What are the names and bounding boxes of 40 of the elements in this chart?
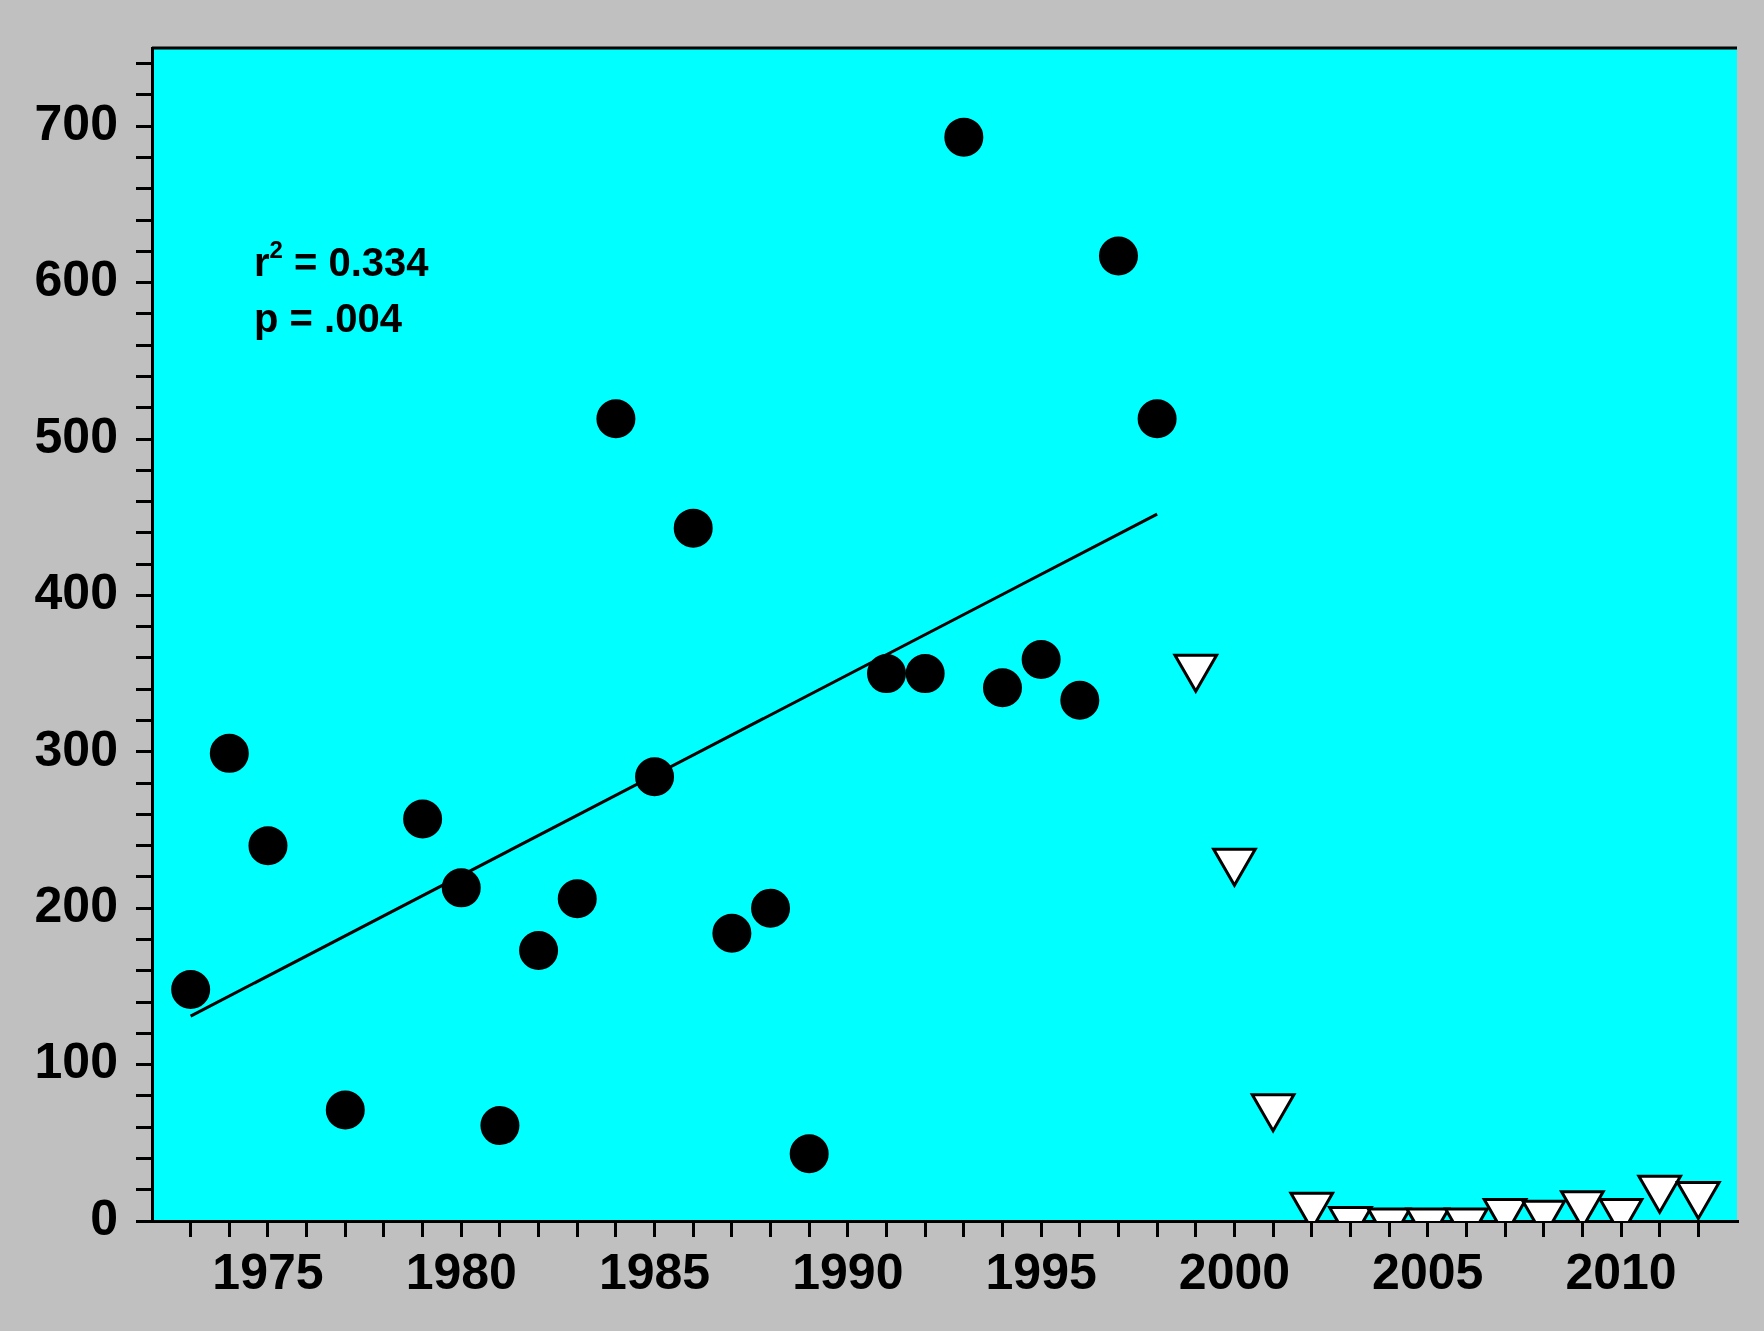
point — [519, 930, 559, 970]
point — [1060, 680, 1100, 720]
x-tick-label: 1995 — [985, 1243, 1097, 1300]
x-tick-label: 1975 — [212, 1243, 324, 1300]
point — [557, 879, 597, 919]
point — [712, 913, 752, 953]
point — [1021, 640, 1061, 680]
point — [403, 799, 443, 839]
y-tick-label: 200 — [34, 876, 118, 933]
point — [441, 868, 481, 908]
point — [596, 399, 636, 439]
y-tick-label: 600 — [34, 251, 118, 308]
x-tick-label: 2005 — [1372, 1243, 1484, 1300]
point — [905, 654, 945, 694]
point — [1137, 399, 1177, 439]
x-tick-label: 1990 — [792, 1243, 904, 1300]
point — [1098, 236, 1138, 276]
point — [325, 1090, 365, 1130]
point — [751, 888, 791, 928]
point — [635, 757, 675, 797]
point — [171, 970, 211, 1010]
y-tick-label: 100 — [34, 1033, 118, 1090]
point — [480, 1106, 520, 1146]
x-tick-label: 2010 — [1565, 1243, 1677, 1300]
y-tick-label: 300 — [34, 720, 118, 777]
point — [789, 1134, 829, 1174]
point — [209, 733, 249, 773]
point — [673, 508, 713, 548]
point — [944, 117, 984, 157]
y-tick-label: 400 — [34, 564, 118, 621]
y-tick-label: 700 — [34, 94, 118, 151]
y-tick-label: 0 — [90, 1189, 118, 1246]
annotation: p = .004 — [254, 296, 403, 340]
x-tick-label: 1980 — [405, 1243, 517, 1300]
y-tick-label: 500 — [34, 407, 118, 464]
point — [248, 826, 288, 866]
point — [982, 668, 1022, 708]
point — [867, 654, 907, 694]
x-tick-label: 1985 — [598, 1243, 711, 1300]
x-tick-label: 2000 — [1178, 1243, 1291, 1300]
